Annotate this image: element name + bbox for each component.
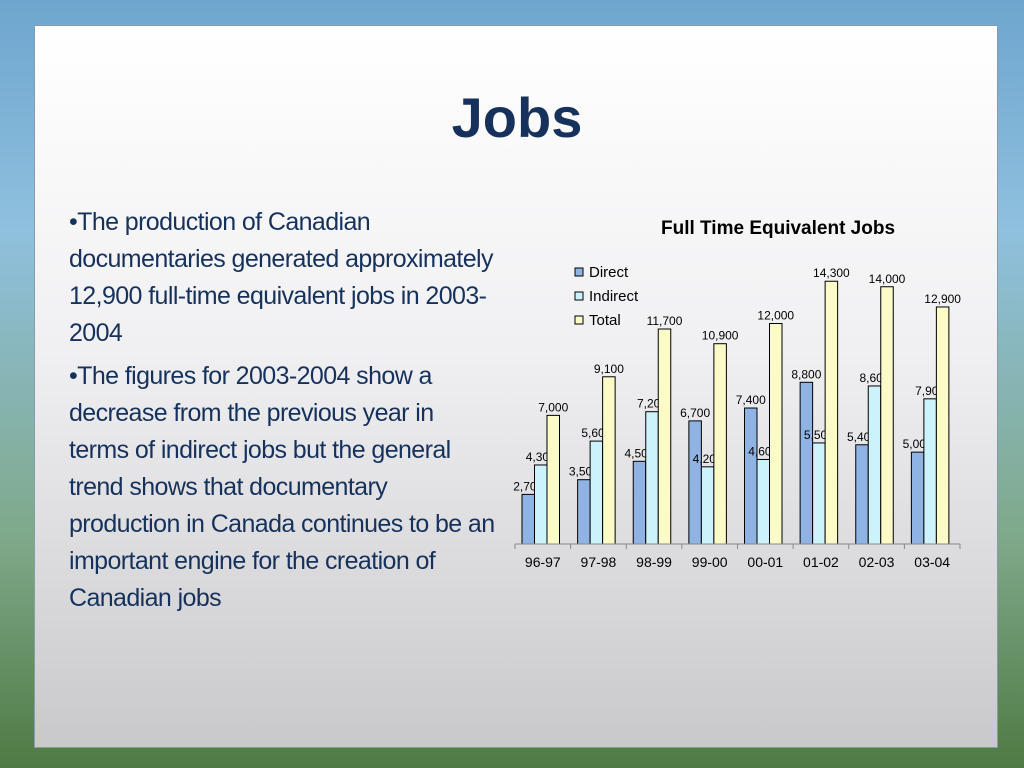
bar-direct-97-98 <box>577 479 591 545</box>
legend-swatch-indirect <box>574 291 584 301</box>
data-label-total-00-01: 12,000 <box>757 309 794 323</box>
bar-direct-02-03 <box>855 444 869 545</box>
slide-title: Jobs <box>451 86 583 149</box>
bar-direct-99-00 <box>688 420 702 545</box>
x-tick-label-98-99: 98-99 <box>636 554 672 570</box>
chart-title: Full Time Equivalent Jobs <box>661 218 895 239</box>
x-tick-label-00-01: 00-01 <box>747 554 783 570</box>
bar-indirect-01-02 <box>812 442 826 545</box>
legend-swatch-total <box>574 315 584 325</box>
bar-total-02-03 <box>880 286 894 545</box>
data-label-direct-00-01: 7,400 <box>736 393 766 407</box>
legend-label-direct: Direct <box>589 264 629 281</box>
bar-total-01-02 <box>824 280 839 545</box>
bar-direct-00-01 <box>744 407 758 545</box>
data-label-total-98-99: 11,700 <box>647 314 683 328</box>
x-tick-label-02-03: 02-03 <box>859 554 895 570</box>
data-label-total-99-00: 10,900 <box>702 329 739 343</box>
x-tick-label-99-00: 99-00 <box>692 554 728 570</box>
bar-direct-98-99 <box>632 460 647 545</box>
bar-direct-03-04 <box>910 451 925 545</box>
bar-indirect-00-01 <box>756 458 770 545</box>
bar-indirect-96-97 <box>534 464 548 545</box>
bar-indirect-02-03 <box>867 385 882 545</box>
data-label-total-97-98: 9,100 <box>594 362 624 376</box>
bar-indirect-99-00 <box>700 466 715 545</box>
bar-total-96-97 <box>546 414 560 545</box>
x-tick-label-97-98: 97-98 <box>581 554 617 570</box>
bar-indirect-97-98 <box>589 440 604 545</box>
bar-indirect-98-99 <box>645 411 659 545</box>
legend-label-total: Total <box>589 312 621 329</box>
legend-swatch-direct <box>574 267 584 277</box>
bar-total-97-98 <box>602 376 616 545</box>
data-label-total-96-97: 7,000 <box>538 400 568 414</box>
bullet-list: •The production of Canadian documentarie… <box>69 204 499 623</box>
data-label-total-01-02: 14,300 <box>813 266 850 280</box>
bar-direct-01-02 <box>799 381 814 545</box>
legend-label-indirect: Indirect <box>589 288 639 305</box>
bar-total-98-99 <box>657 328 672 545</box>
x-tick-label-01-02: 01-02 <box>803 554 839 570</box>
bar-total-03-04 <box>935 306 950 545</box>
bullet-item-2: •The figures for 2003-2004 show a decrea… <box>69 362 495 612</box>
x-tick-label-96-97: 96-97 <box>525 554 561 570</box>
data-label-total-02-03: 14,000 <box>869 272 906 286</box>
bar-total-99-00 <box>713 343 727 545</box>
x-tick-label-03-04: 03-04 <box>914 554 950 570</box>
bullet-item-1: •The production of Canadian documentarie… <box>69 208 494 347</box>
bar-direct-96-97 <box>521 493 535 545</box>
data-label-direct-99-00: 6,700 <box>680 406 710 420</box>
bar-total-00-01 <box>769 323 783 545</box>
data-label-direct-01-02: 8,800 <box>791 367 821 381</box>
data-label-total-03-04: 12,900 <box>924 292 961 306</box>
bar-indirect-03-04 <box>923 398 937 545</box>
